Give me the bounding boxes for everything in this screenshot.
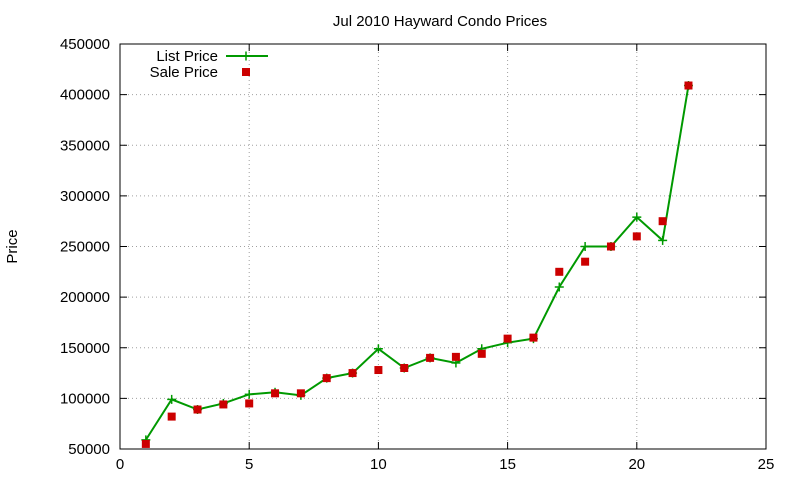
data-series <box>141 81 693 448</box>
y-tick-label: 450000 <box>60 36 110 53</box>
sale-price-point <box>167 412 176 421</box>
y-tick-label: 150000 <box>60 340 110 357</box>
list-price-point <box>580 242 590 251</box>
sale-price-point <box>581 257 590 266</box>
y-tick-label: 300000 <box>60 188 110 205</box>
sale-price-point <box>529 333 538 342</box>
sale-price-point <box>684 81 693 90</box>
sale-price-point <box>271 389 280 398</box>
y-tick-label: 400000 <box>60 87 110 104</box>
legend-marker <box>242 68 250 76</box>
x-tick-label: 10 <box>370 456 387 473</box>
list-price-line <box>144 85 690 441</box>
x-tick-label: 0 <box>116 456 124 473</box>
x-tick-label: 5 <box>245 456 253 473</box>
sale-price-point <box>503 334 512 343</box>
sale-price-point <box>219 400 228 409</box>
sale-price-point <box>658 217 667 226</box>
y-tick-label: 50000 <box>68 441 110 458</box>
sale-price-point <box>296 389 305 398</box>
y-axis-label: Price <box>4 229 21 263</box>
sale-price-point <box>400 364 409 372</box>
sale-price-point <box>141 439 150 448</box>
list-price-point <box>554 282 564 292</box>
legend-label-list-price: List Price <box>156 48 218 65</box>
y-tick-label: 100000 <box>60 390 110 407</box>
sale-price-point <box>245 399 254 408</box>
list-price-point <box>244 389 254 399</box>
x-tick-label: 15 <box>499 456 516 473</box>
y-tick-label: 350000 <box>60 137 110 154</box>
sale-price-point <box>451 352 460 361</box>
sale-price-point <box>477 349 486 358</box>
legend-marker <box>241 51 251 61</box>
legend-sample-sale-price <box>242 68 250 76</box>
legend-label-sale-price: Sale Price <box>150 64 218 81</box>
list-price-point <box>373 344 383 354</box>
list-price-point <box>632 212 642 222</box>
sale-price-point <box>193 405 202 414</box>
axis-ticks: 0 5 10 15 20 25 50000 100000 150000 200000 250000 3… <box>60 36 774 473</box>
list-price-point <box>167 394 177 404</box>
x-tick-label: 25 <box>758 456 775 473</box>
y-tick-label: 250000 <box>60 239 110 256</box>
list-price-point <box>658 235 668 245</box>
x-tick-label: 20 <box>628 456 645 473</box>
sale-price-point <box>426 353 435 362</box>
y-tick-label: 200000 <box>60 289 110 306</box>
sale-price-point <box>374 366 383 375</box>
sale-price-point <box>632 232 641 241</box>
grid-lines <box>120 44 766 449</box>
legend-sample-list-price <box>226 51 268 61</box>
chart-title: Jul 2010 Hayward Condo Prices <box>333 13 547 30</box>
list-price-series <box>141 81 693 445</box>
sale-price-point <box>348 369 357 378</box>
sale-price-point <box>606 242 615 251</box>
sale-price-point <box>322 374 331 383</box>
sale-price-point <box>555 267 564 276</box>
sale-price-series <box>141 81 693 448</box>
